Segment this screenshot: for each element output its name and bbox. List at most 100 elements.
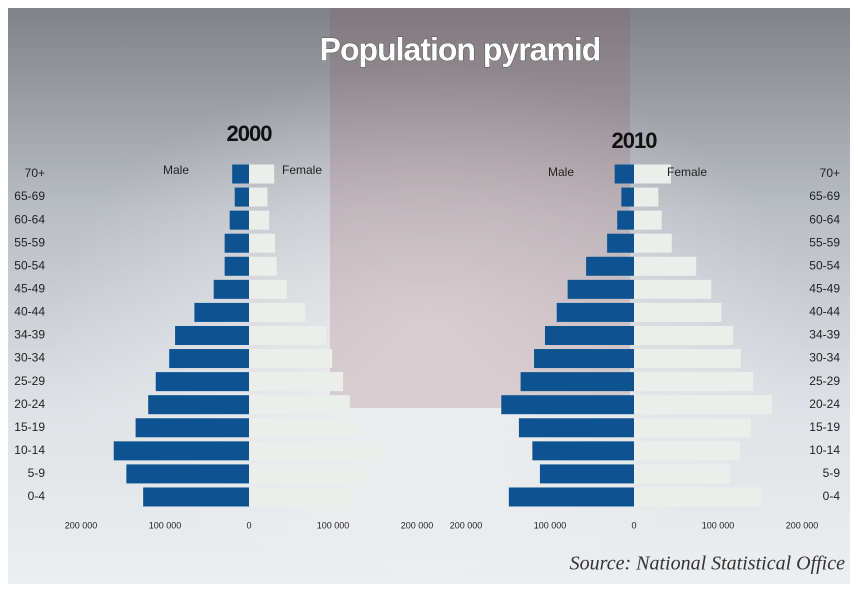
- x-tick-label: 100 000: [702, 520, 735, 530]
- bar: [249, 441, 384, 461]
- y-tick-label: 34-39: [14, 328, 45, 342]
- y-tick-label: 20-24: [14, 397, 45, 411]
- bar: [508, 487, 634, 507]
- y-tick-label: 10-14: [809, 443, 840, 457]
- y-tick-label: 55-59: [809, 235, 840, 249]
- bar: [249, 233, 276, 253]
- y-tick-label: 40-44: [14, 305, 45, 319]
- background-figure: [330, 8, 630, 408]
- bar: [249, 302, 306, 322]
- bar: [634, 441, 740, 461]
- bar: [213, 279, 249, 299]
- x-tick-label: 0: [631, 520, 636, 530]
- bar: [249, 256, 277, 276]
- y-tick-label: 60-64: [809, 212, 840, 226]
- bar: [539, 464, 634, 484]
- bar: [249, 349, 333, 369]
- bar: [634, 487, 762, 507]
- bar: [501, 395, 634, 415]
- source: Source: National Statistical Office: [570, 553, 845, 575]
- y-tick-label: 60-64: [14, 212, 45, 226]
- legend-label: Female: [282, 163, 322, 177]
- bar: [249, 372, 344, 392]
- bar: [143, 487, 249, 507]
- bar: [617, 210, 634, 230]
- x-tick-label: 100 000: [317, 520, 350, 530]
- legend-label: Female: [667, 165, 707, 179]
- bar: [634, 302, 722, 322]
- y-tick-label: 40-44: [809, 305, 840, 319]
- x-tick-label: 200 000: [450, 520, 483, 530]
- y-tick-label: 50-54: [809, 258, 840, 272]
- bar: [249, 325, 327, 345]
- x-tick-label: 200 000: [65, 520, 98, 530]
- bar: [567, 279, 634, 299]
- page-title: Population pyramid: [320, 31, 601, 67]
- y-tick-label: 65-69: [809, 189, 840, 203]
- bar: [249, 487, 354, 507]
- bar: [126, 464, 249, 484]
- y-tick-label: 70+: [25, 166, 45, 180]
- legend-label: Male: [163, 163, 189, 177]
- x-tick-label: 200 000: [786, 520, 819, 530]
- y-tick-label: 65-69: [14, 189, 45, 203]
- bar: [518, 418, 634, 438]
- x-tick-label: 100 000: [534, 520, 567, 530]
- chart-title: 2010: [612, 128, 658, 153]
- bar: [534, 349, 634, 369]
- y-tick-label: 0-4: [28, 489, 46, 503]
- bar: [634, 187, 659, 207]
- bar: [614, 164, 634, 184]
- bar: [229, 210, 249, 230]
- bar: [234, 187, 249, 207]
- bar: [175, 325, 249, 345]
- x-tick-label: 100 000: [149, 520, 182, 530]
- y-tick-label: 10-14: [14, 443, 45, 457]
- x-tick-label: 0: [246, 520, 251, 530]
- bar: [224, 256, 249, 276]
- y-tick-label: 20-24: [809, 397, 840, 411]
- bar: [634, 395, 772, 415]
- bar: [113, 441, 249, 461]
- y-tick-label: 15-19: [809, 420, 840, 434]
- bar: [634, 164, 671, 184]
- bar: [621, 187, 634, 207]
- y-tick-label: 30-34: [809, 351, 840, 365]
- bar: [544, 325, 634, 345]
- bar: [169, 349, 249, 369]
- y-tick-label: 25-29: [809, 374, 840, 388]
- bar: [634, 464, 730, 484]
- bar: [224, 233, 249, 253]
- bar: [249, 395, 350, 415]
- legend-label: Male: [548, 165, 574, 179]
- bar: [249, 418, 361, 438]
- x-tick-label: 200 000: [401, 520, 434, 530]
- y-tick-label: 70+: [820, 166, 840, 180]
- bar: [634, 325, 734, 345]
- y-tick-label: 0-4: [823, 489, 841, 503]
- bar: [249, 464, 371, 484]
- y-tick-label: 34-39: [809, 328, 840, 342]
- y-tick-label: 55-59: [14, 235, 45, 249]
- bar: [249, 164, 275, 184]
- y-tick-label: 5-9: [823, 466, 841, 480]
- bar: [249, 210, 270, 230]
- bar: [634, 372, 754, 392]
- bar: [194, 302, 249, 322]
- bar: [532, 441, 634, 461]
- bar: [520, 372, 634, 392]
- bar: [135, 418, 249, 438]
- bar: [232, 164, 249, 184]
- y-tick-label: 30-34: [14, 351, 45, 365]
- chart-title: 2000: [227, 121, 273, 146]
- bar: [634, 418, 751, 438]
- bar: [148, 395, 249, 415]
- bar: [155, 372, 249, 392]
- bar: [634, 233, 672, 253]
- y-tick-label: 45-49: [809, 282, 840, 296]
- y-tick-label: 50-54: [14, 258, 45, 272]
- bar: [634, 256, 697, 276]
- bar: [634, 210, 662, 230]
- bar: [586, 256, 634, 276]
- bar: [634, 349, 741, 369]
